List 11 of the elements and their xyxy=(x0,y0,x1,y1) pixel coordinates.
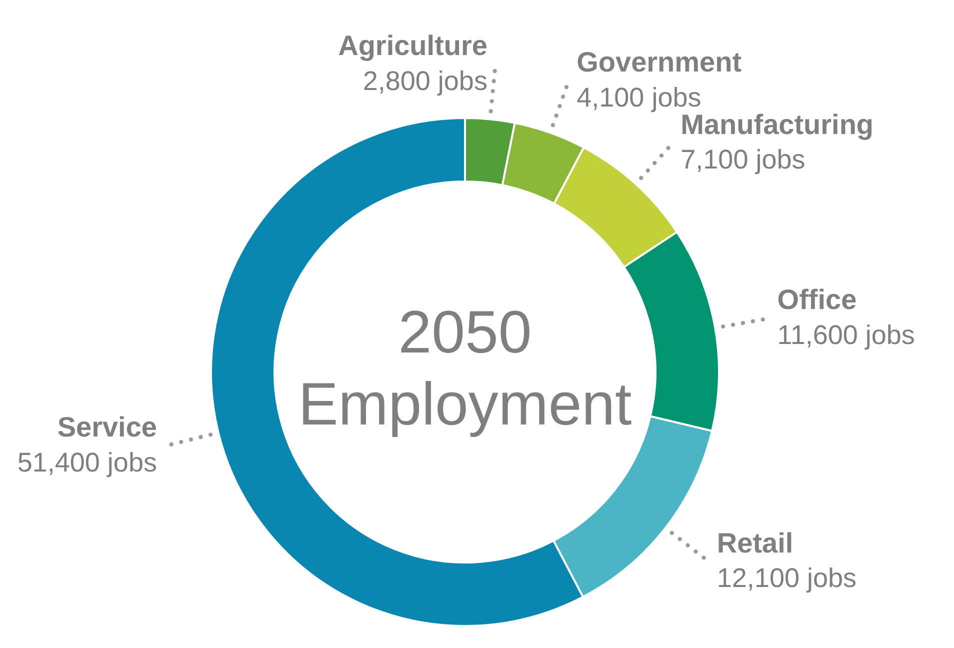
slice-label: Government xyxy=(576,46,742,78)
data-label: 2,800 jobs xyxy=(362,66,488,96)
data-label: 7,100 jobs xyxy=(680,144,806,175)
data-label: 51,400 jobs xyxy=(17,447,157,478)
data-label: 11,600 jobs xyxy=(777,320,915,350)
slice-label: Service xyxy=(57,412,157,443)
data-label: 12,100 jobs xyxy=(716,563,857,594)
text: 2050 Employment xyxy=(298,298,632,438)
slice-label: Agriculture xyxy=(338,30,488,62)
slice-label: Office xyxy=(777,284,857,316)
slice-label: Retail xyxy=(716,527,794,558)
